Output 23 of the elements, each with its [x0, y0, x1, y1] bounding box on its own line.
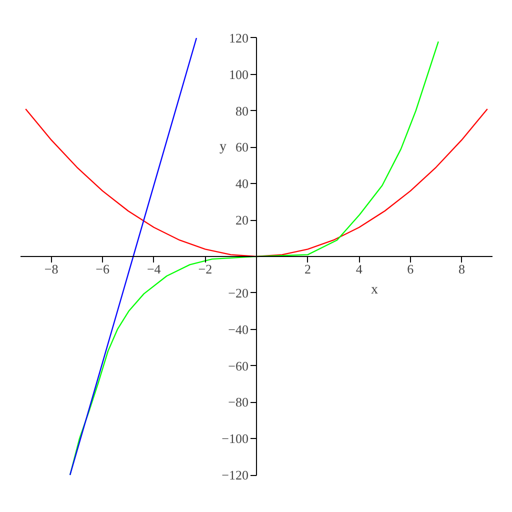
- x-tick-label: 4: [356, 262, 363, 276]
- x-tick-label: −8: [44, 262, 58, 276]
- y-tick-label: 120: [229, 30, 248, 46]
- y-tick-label: −60: [228, 358, 249, 374]
- x-axis-title: x: [371, 282, 378, 298]
- y-tick-label: 20: [236, 212, 248, 228]
- x-tick-label: −6: [96, 262, 110, 276]
- line-series: [25, 108, 488, 258]
- x-tick-label: 6: [407, 262, 414, 276]
- x-tick-label: 8: [458, 262, 465, 276]
- y-tick-label: −40: [228, 322, 249, 337]
- y-tick-label: 100: [229, 66, 248, 82]
- y-axis-title: y: [220, 140, 226, 155]
- x-tick-label: −4: [146, 262, 162, 276]
- y-tick-label: 40: [236, 176, 248, 192]
- y-tick-label: −120: [222, 468, 249, 483]
- y-tick-label: −100: [222, 431, 249, 446]
- x-tick-label: −2: [198, 262, 212, 276]
- x-tick-label: 2: [304, 262, 312, 276]
- y-tick-label: −20: [228, 285, 249, 300]
- y-tick-label: 80: [236, 103, 248, 118]
- y-tick-label: 60: [236, 140, 248, 155]
- y-tick-label: −80: [228, 394, 249, 410]
